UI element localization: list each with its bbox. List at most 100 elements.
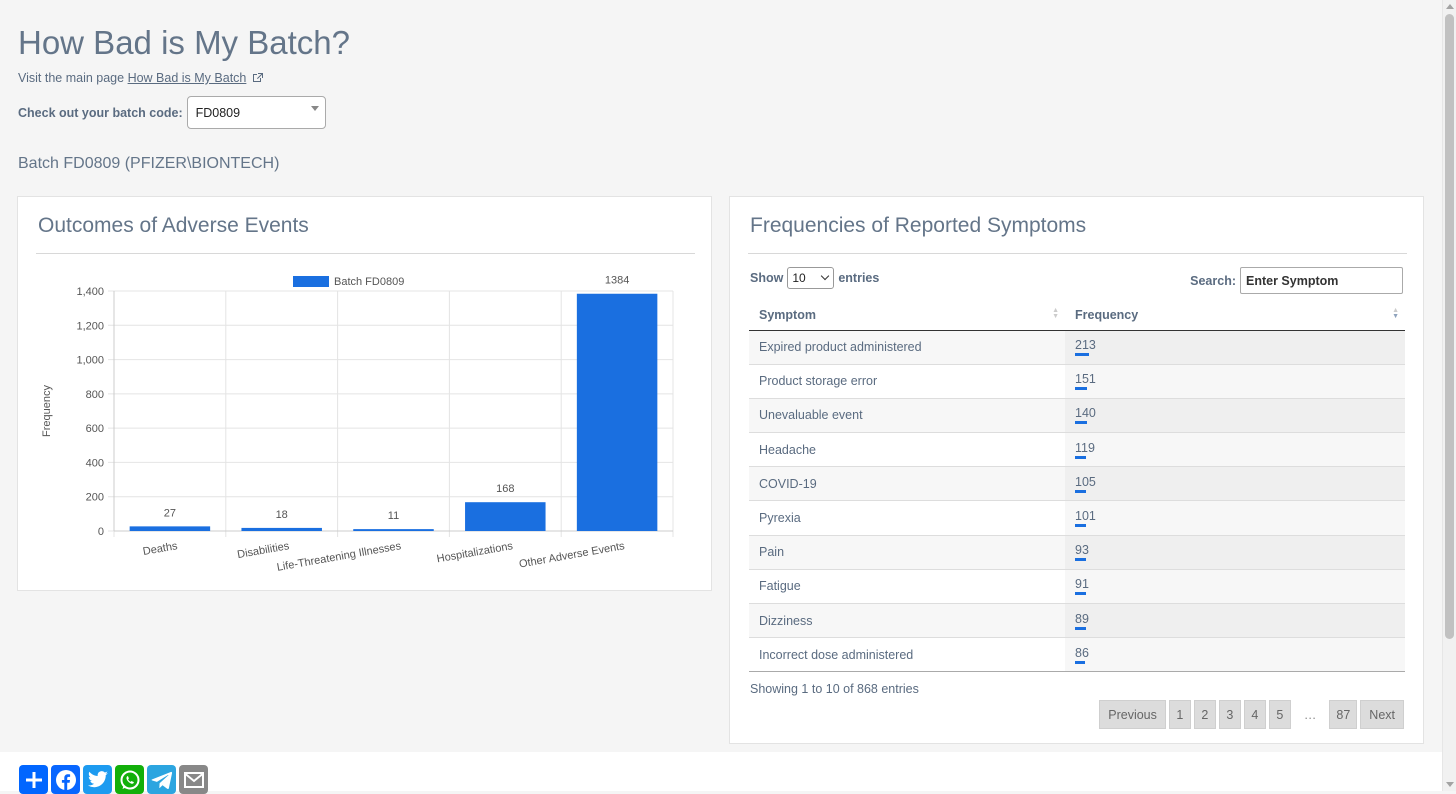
symptom-cell: COVID-19 [749,466,1065,501]
frequency-value: 93 [1075,543,1089,562]
frequency-number: 213 [1075,338,1096,353]
table-row: Unevaluable event 140 [749,397,1405,433]
symptoms-table: Symptom ▲ ▼ Frequency ▲ ▼ Expired product … [749,300,1405,673]
page-length-select[interactable]: 10 [787,267,835,289]
entries-label: entries [838,271,880,285]
sort-icon: ▲ ▼ [1052,307,1059,320]
table-row: Headache 119 [749,432,1405,467]
symptom-cell: Dizziness [749,602,1065,638]
page-scrollbar[interactable] [1442,0,1456,791]
legend-label: Batch FD0809 [334,276,404,288]
twitter-icon[interactable] [83,765,112,794]
table-row: Fatigue 91 [749,568,1405,604]
bar-value-label: 18 [276,509,288,521]
table-row: Expired product administered 213 [749,329,1405,365]
outcomes-card-title: Outcomes of Adverse Events [38,214,309,237]
scrollbar-thumb[interactable] [1445,14,1454,639]
y-tick-label: 800 [86,389,104,401]
frequency-cell: 93 [1065,534,1405,570]
column-header-symptom[interactable]: Symptom ▲ ▼ [749,300,1065,331]
bar-value-label: 11 [388,510,399,522]
bar-hospitalizations [465,502,546,531]
page-length-value: 10 [792,271,806,285]
symptom-cell: Pyrexia [749,500,1065,536]
frequency-cell: 86 [1065,637,1405,673]
frequency-number: 89 [1075,611,1089,626]
symptom-cell: Headache [749,432,1065,467]
frequency-value: 105 [1075,475,1096,493]
card-divider [748,253,1407,254]
frequency-cell: 151 [1065,363,1405,399]
batch-heading: Batch FD0809 (PFIZER\BIONTECH) [18,155,280,172]
column-header-frequency[interactable]: Frequency ▲ ▼ [1065,300,1405,331]
x-tick-label: Hospitalizations [436,540,514,565]
page-button-1[interactable]: 1 [1168,700,1191,729]
symptom-cell: Expired product administered [749,329,1065,365]
page-button-3[interactable]: 3 [1218,700,1241,729]
previous-page-button[interactable]: Previous [1099,700,1166,729]
show-label: Show [750,271,784,285]
search-input[interactable]: Enter Symptom [1240,267,1403,294]
bar-value-label: 1384 [605,275,629,287]
outcomes-card: Outcomes of Adverse Events 0 200 400 600 800… [17,196,712,591]
email-icon[interactable] [179,765,208,794]
frequency-number: 101 [1075,509,1096,524]
bar-value-label: 168 [496,483,514,495]
dropdown-caret-icon [310,106,319,111]
frequency-cell: 213 [1065,329,1405,365]
frequency-value: 89 [1075,612,1089,630]
batch-code-select[interactable]: FD0809 [186,96,326,129]
frequency-bar [1075,626,1086,630]
scroll-up-icon[interactable] [1446,4,1454,9]
frequency-cell: 105 [1065,466,1405,501]
frequency-number: 119 [1075,440,1095,455]
symptom-cell: Fatigue [749,568,1065,604]
frequency-value: 151 [1075,372,1096,391]
page-button-5[interactable]: 5 [1268,700,1291,729]
table-row: Pyrexia 101 [749,500,1405,536]
batch-select-row: Check out your batch code: FD0809 [18,96,326,129]
x-tick-label: Other Adverse Events [518,540,626,570]
outcomes-chart: 0 200 400 600 800 1,000 1,200 1,400 27 Deaths 18 Di… [41,275,674,574]
bar-other-adverse-events [576,293,658,531]
bar-deaths [129,526,211,531]
page-button-last[interactable]: 87 [1329,700,1358,729]
bar-disabilities [241,527,322,531]
facebook-icon[interactable] [51,765,80,794]
y-tick-label: 1,200 [76,320,104,332]
column-header-label: Symptom [759,307,816,322]
symptom-cell: Incorrect dose administered [749,637,1065,673]
main-page-link[interactable]: How Bad is My Batch [127,71,247,85]
page-button-2[interactable]: 2 [1193,700,1216,729]
external-link-icon[interactable] [252,72,264,86]
column-header-label: Frequency [1075,307,1139,322]
sort-descending-icon: ▲ ▼ [1392,307,1399,320]
frequency-value: 91 [1075,577,1089,596]
frequency-bar [1075,489,1086,493]
telegram-icon[interactable] [147,765,176,794]
symptom-cell: Pain [749,534,1065,570]
x-tick-label: Deaths [142,540,179,558]
table-info: Showing 1 to 10 of 868 entries [750,682,919,696]
footer [0,752,1442,791]
symptom-cell: Unevaluable event [749,397,1065,433]
search-control: Search: Enter Symptom [1190,267,1403,294]
next-page-button[interactable]: Next [1360,700,1404,729]
x-tick-label: Life-Threatening Illnesses [276,540,403,574]
scroll-down-icon[interactable] [1446,782,1454,787]
y-axis-title: Frequency [41,385,53,437]
table-row: Pain 93 [749,534,1405,570]
frequency-cell: 101 [1065,500,1405,536]
frequency-bar [1075,660,1085,664]
page-button-4[interactable]: 4 [1243,700,1266,729]
page-length-control: Show 10 entries [750,267,879,289]
whatsapp-icon[interactable] [115,765,144,794]
table-row: Product storage error 151 [749,363,1405,399]
visit-prefix: Visit the main page [18,71,125,85]
y-tick-label: 200 [86,492,104,504]
legend-swatch [293,276,329,287]
share-plus-icon[interactable] [19,765,48,794]
frequency-value: 86 [1075,646,1089,664]
batch-code-value: FD0809 [195,106,241,120]
frequency-value: 140 [1075,406,1096,425]
